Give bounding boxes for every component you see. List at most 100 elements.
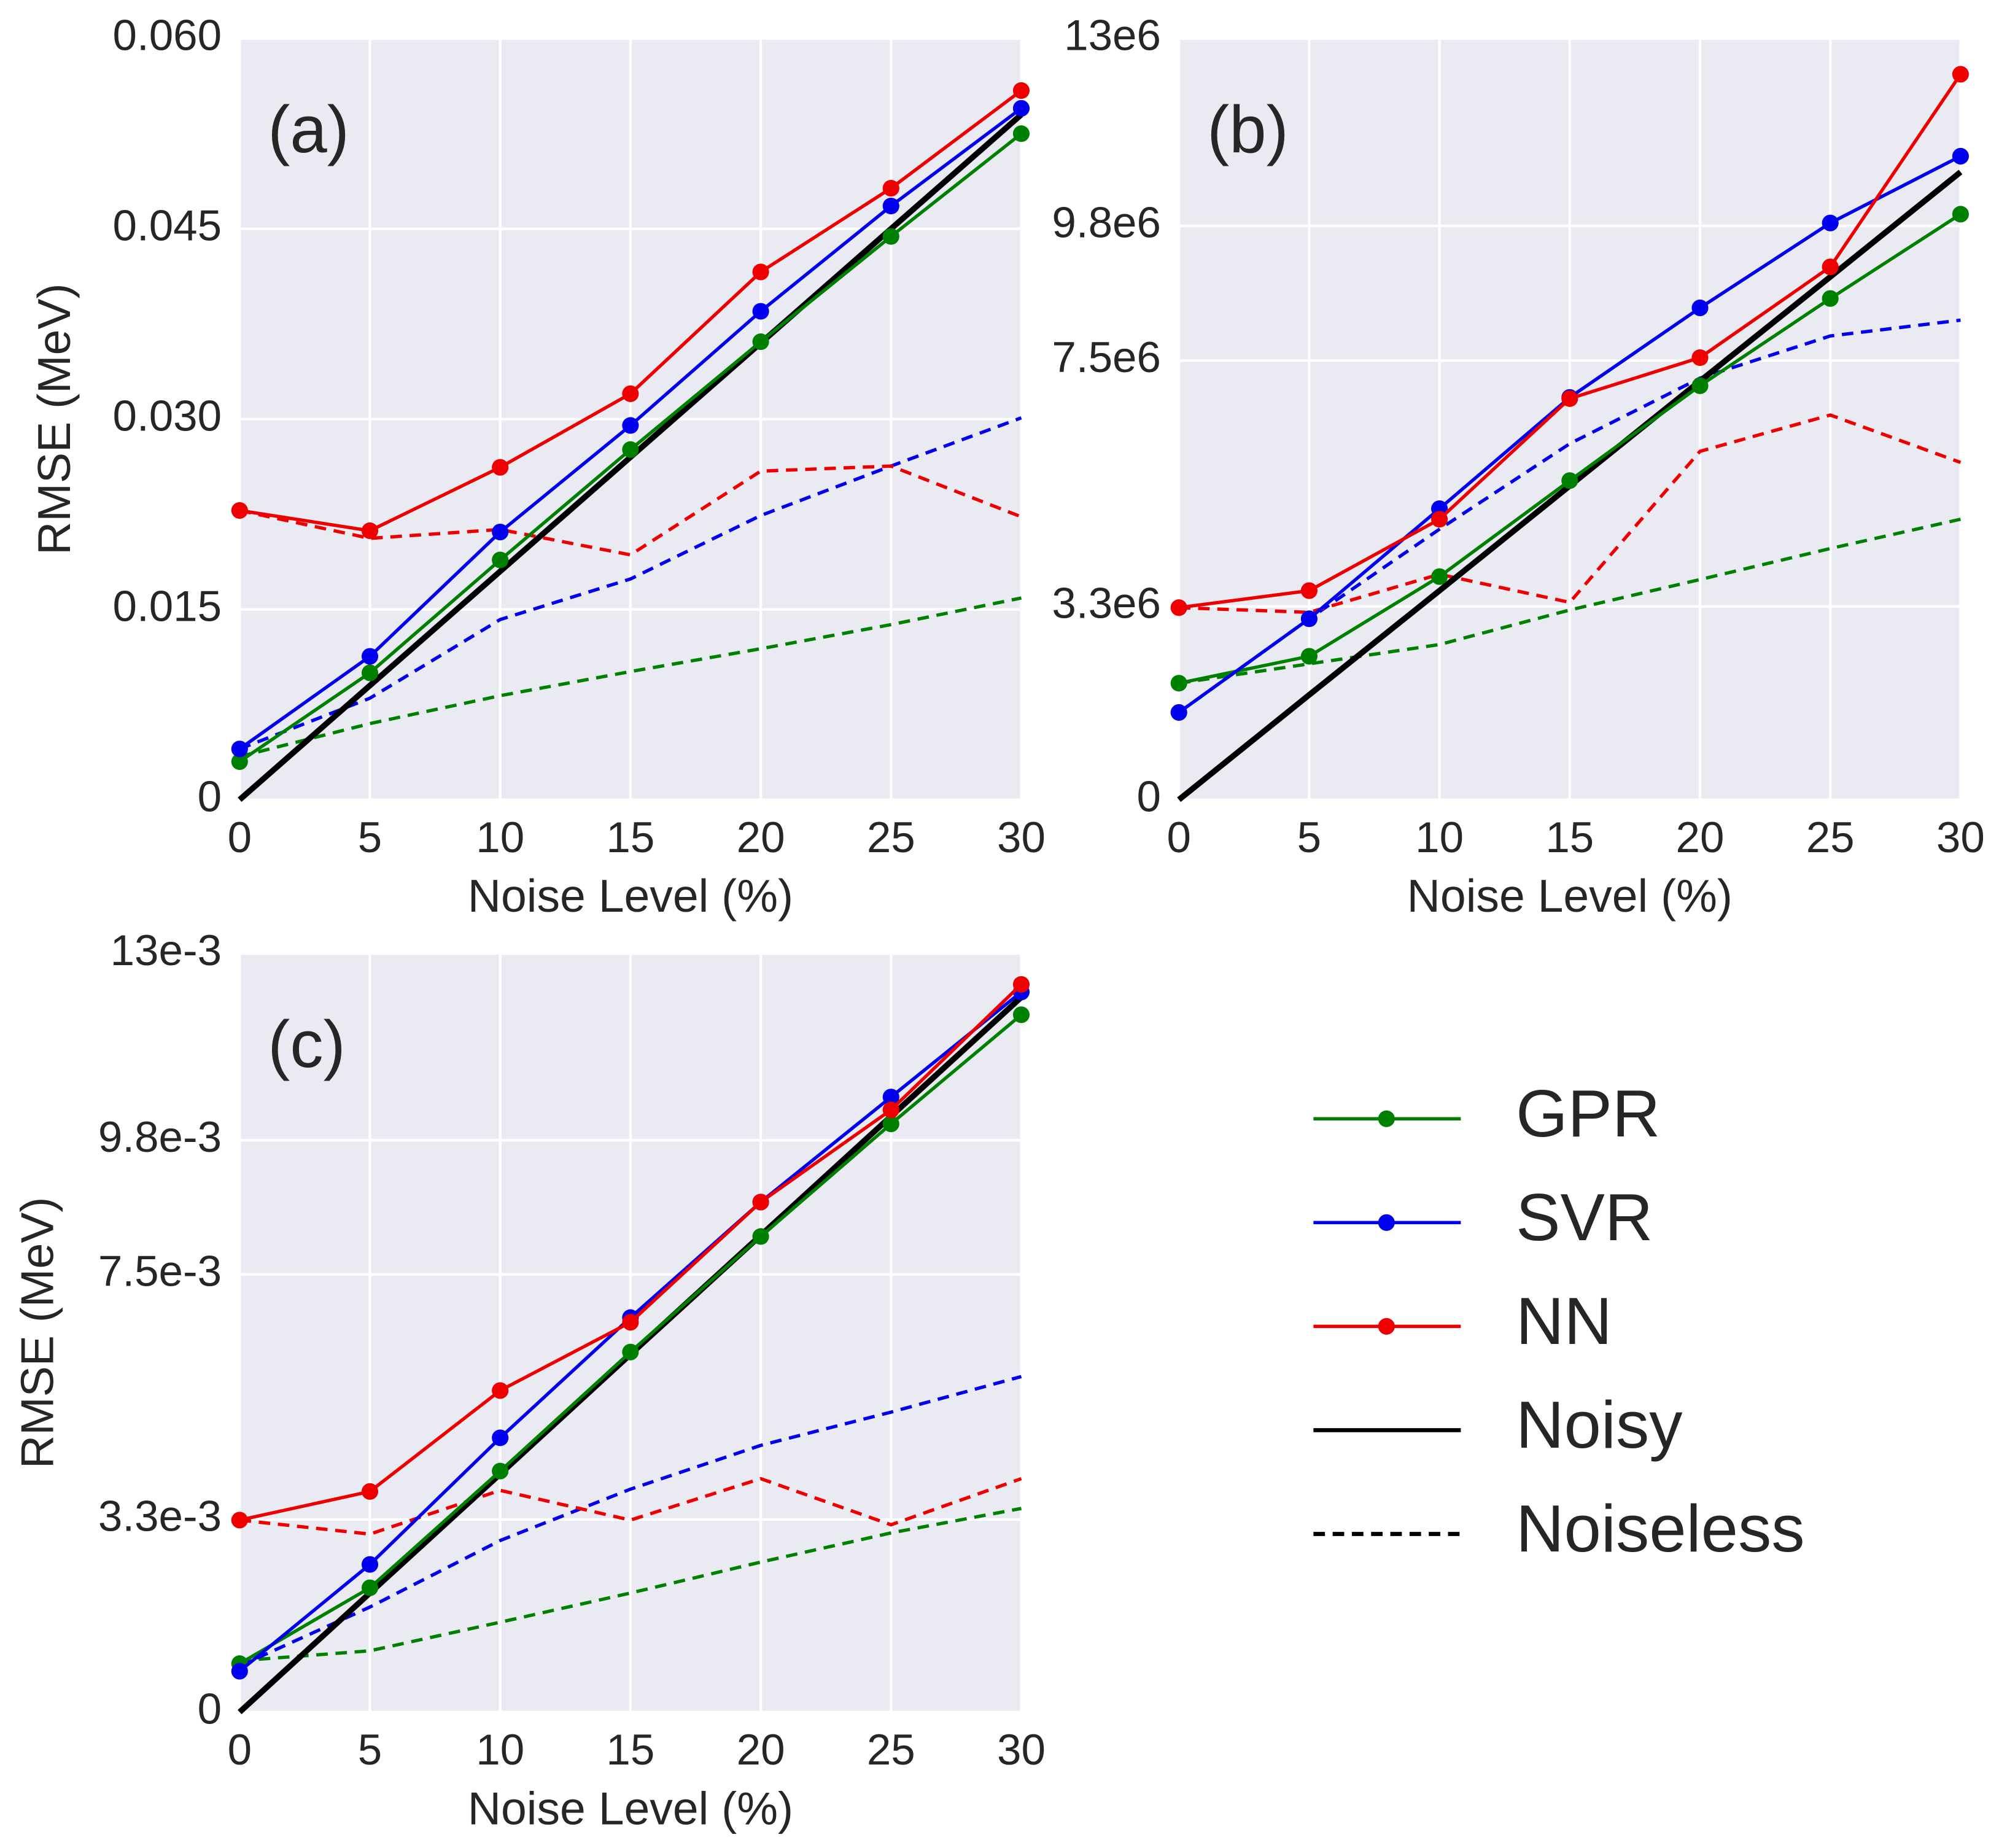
marker	[492, 551, 509, 569]
marker	[622, 1314, 639, 1331]
x-tick-label: 15	[606, 1726, 654, 1774]
noiseless-line	[239, 1477, 1022, 1536]
marker	[1691, 299, 1709, 317]
marker	[361, 648, 379, 665]
legend-label: SVR	[1516, 1180, 1653, 1254]
x-tick-label: 0	[228, 813, 252, 862]
marker	[492, 459, 509, 476]
marker	[622, 1343, 639, 1361]
x-tick-label: 25	[1806, 813, 1855, 862]
y-tick-label: 7.5e-3	[98, 1248, 222, 1296]
legend-marker	[1378, 1214, 1395, 1231]
x-axis-label: Noise Level (%)	[1407, 870, 1733, 922]
marker	[231, 1512, 248, 1529]
y-tick-label: 7.5e6	[1052, 333, 1161, 382]
marker	[1952, 66, 1969, 83]
x-tick-label: 30	[997, 1726, 1046, 1774]
y-tick-label: 0	[198, 772, 222, 821]
y-tick-label: 9.8e-3	[98, 1113, 222, 1162]
marker	[1300, 610, 1318, 627]
x-tick-label: 15	[1545, 813, 1594, 862]
marker	[1012, 125, 1030, 142]
marker	[882, 1101, 899, 1119]
x-tick-label: 20	[1676, 813, 1725, 862]
y-tick-label: 9.8e6	[1052, 199, 1161, 247]
marker	[231, 1663, 248, 1680]
marker	[622, 385, 639, 402]
x-tick-label: 5	[1297, 813, 1321, 862]
legend-label: NN	[1516, 1284, 1612, 1358]
legend-label: GPR	[1516, 1076, 1660, 1151]
marker	[882, 1089, 899, 1106]
x-tick-label: 5	[358, 813, 382, 862]
marker	[882, 180, 899, 197]
legend-label: Noiseless	[1516, 1491, 1804, 1566]
marker	[1170, 599, 1187, 616]
marker	[1822, 214, 1839, 231]
marker	[622, 441, 639, 458]
y-tick-label: 3.3e6	[1052, 580, 1161, 628]
marker	[752, 263, 769, 281]
x-tick-label: 0	[228, 1726, 252, 1774]
y-tick-label: 13e-3	[111, 926, 222, 975]
noiseless-line	[1179, 413, 1962, 615]
marker	[361, 1556, 379, 1573]
marker	[231, 740, 248, 758]
marker	[361, 1579, 379, 1596]
marker	[492, 1382, 509, 1399]
marker	[1300, 582, 1318, 599]
y-axis-label: RMSE (MeV)	[28, 283, 80, 554]
marker	[1822, 290, 1839, 307]
noiseless-line	[239, 596, 1022, 758]
legend-marker	[1378, 1318, 1395, 1335]
x-axis-label: Noise Level (%)	[468, 1782, 793, 1834]
marker	[492, 523, 509, 541]
marker	[1300, 648, 1318, 665]
marker	[1691, 349, 1709, 367]
marker	[492, 1429, 509, 1446]
x-tick-label: 5	[358, 1726, 382, 1774]
panel-label: (b)	[1207, 92, 1289, 166]
marker	[882, 197, 899, 215]
marker	[1012, 99, 1030, 117]
marker	[752, 1228, 769, 1245]
x-tick-label: 15	[606, 813, 654, 862]
marker	[882, 1115, 899, 1133]
y-tick-label: 3.3e-3	[98, 1493, 222, 1541]
marker	[1561, 472, 1578, 489]
panel-label: (c)	[268, 1007, 346, 1081]
noiseless-line	[239, 1507, 1022, 1663]
y-tick-label: 0.045	[113, 201, 222, 250]
x-tick-label: 30	[997, 813, 1046, 862]
y-tick-label: 0	[198, 1685, 222, 1733]
marker	[1012, 82, 1030, 99]
marker	[1431, 568, 1448, 585]
marker	[1691, 377, 1709, 394]
x-tick-label: 25	[867, 813, 915, 862]
x-tick-label: 30	[1936, 813, 1985, 862]
noiseless-line	[239, 464, 1022, 557]
marker	[1561, 390, 1578, 407]
x-tick-label: 10	[476, 1726, 524, 1774]
marker	[231, 753, 248, 771]
marker	[361, 522, 379, 540]
legend-label: Noisy	[1516, 1388, 1683, 1462]
marker	[752, 1194, 769, 1211]
panel-label: (a)	[268, 92, 349, 166]
noiseless-line	[239, 1375, 1022, 1667]
x-tick-label: 20	[737, 813, 785, 862]
y-tick-label: 0	[1137, 772, 1161, 821]
y-tick-label: 0.030	[113, 392, 222, 440]
marker	[1952, 147, 1969, 165]
marker	[1952, 206, 1969, 223]
marker	[1012, 1006, 1030, 1023]
marker	[361, 1483, 379, 1500]
marker	[752, 333, 769, 351]
marker	[1012, 976, 1030, 993]
marker	[492, 1462, 509, 1480]
y-axis-label: RMSE (MeV)	[12, 1197, 63, 1469]
marker	[1822, 258, 1839, 276]
marker	[1431, 511, 1448, 528]
y-tick-label: 13e6	[1064, 12, 1161, 60]
